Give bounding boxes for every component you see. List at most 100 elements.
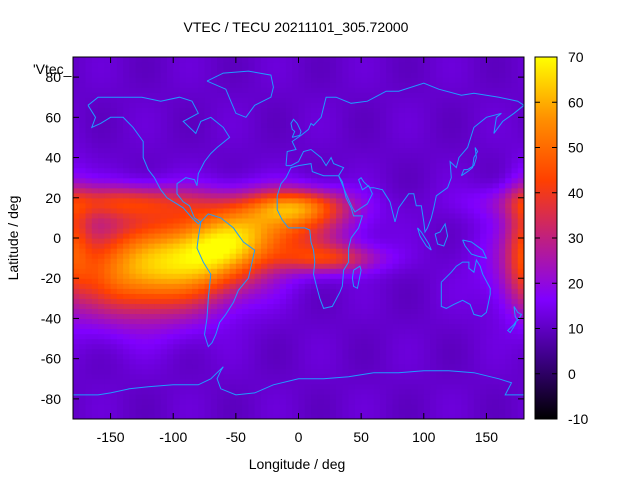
heatmap-cell [110,217,118,224]
heatmap-cell [260,102,268,108]
heatmap-cell [304,373,312,380]
heatmap-cell [367,232,375,239]
heatmap-cell [498,293,506,299]
heatmap-cell [373,162,381,169]
heatmap-cell [98,348,105,355]
heatmap-cell [154,278,162,284]
heatmap-cell [367,273,375,279]
heatmap-cell [379,273,387,279]
heatmap-cell [361,253,368,259]
heatmap-cell [91,383,99,390]
heatmap-cell [273,248,281,254]
heatmap-cell [248,122,256,128]
heatmap-cell [116,298,124,304]
heatmap-cell [217,378,224,385]
heatmap-cell [361,333,368,340]
heatmap-cell [166,197,174,204]
heatmap-cell [73,167,80,174]
heatmap-cell [455,298,462,304]
heatmap-cell [154,102,162,108]
heatmap-cell [254,197,262,204]
heatmap-cell [298,177,306,184]
heatmap-cell [267,303,275,309]
heatmap-cell [148,258,156,264]
heatmap-cell [398,273,406,279]
heatmap-cell [85,132,93,139]
heatmap-cell [467,343,475,350]
heatmap-cell [85,303,93,309]
heatmap-cell [248,82,256,88]
heatmap-cell [242,358,249,365]
heatmap-cell [173,202,181,209]
heatmap-cell [386,162,394,169]
heatmap-cell [461,232,469,239]
heatmap-cell [292,147,300,154]
heatmap-cell [123,227,130,234]
heatmap-cell [129,263,137,269]
heatmap-cell [148,117,156,123]
heatmap-cell [141,293,149,299]
heatmap-cell [98,122,105,128]
heatmap-cell [386,403,394,410]
heatmap-cell [135,288,143,294]
heatmap-cell [386,283,394,289]
heatmap-cell [141,243,149,249]
heatmap-cell [329,388,337,395]
heatmap-cell [285,92,293,98]
heatmap-cell [323,192,331,199]
heatmap-cell [442,227,450,234]
heatmap-cell [436,117,444,123]
heatmap-cell [430,383,437,390]
heatmap-cell [417,232,425,239]
heatmap-cell [110,313,118,320]
heatmap-cell [492,172,500,179]
heatmap-cell [311,303,318,309]
heatmap-cell [229,403,237,410]
heatmap-cell [235,157,243,164]
heatmap-cell [317,217,325,224]
heatmap-cell [267,207,275,214]
heatmap-cell [423,197,431,204]
heatmap-cell [279,157,287,164]
heatmap-cell [217,248,224,254]
heatmap-cell [442,288,450,294]
heatmap-cell [342,157,350,164]
heatmap-cell [329,187,337,194]
heatmap-cell [267,202,275,209]
heatmap-cell [367,263,375,269]
heatmap-cell [123,333,130,340]
heatmap-cell [417,313,425,320]
heatmap-cell [166,293,174,299]
heatmap-cell [110,298,118,304]
heatmap-cell [448,373,456,380]
heatmap-cell [436,383,444,390]
heatmap-cell [354,87,362,93]
heatmap-cell [166,147,174,154]
heatmap-cell [461,112,469,118]
heatmap-cell [273,112,281,118]
heatmap-cell [260,368,268,375]
heatmap-cell [279,408,287,415]
heatmap-cell [329,328,337,335]
heatmap-cell [436,167,444,174]
heatmap-cell [85,137,93,144]
heatmap-cell [110,398,118,405]
heatmap-cell [235,288,243,294]
heatmap-cell [336,127,343,134]
heatmap-cell [254,333,262,340]
heatmap-cell [116,303,124,309]
heatmap-cell [392,117,400,123]
heatmap-cell [260,137,268,144]
heatmap-cell [379,182,387,189]
heatmap-cell [392,147,400,154]
heatmap-cell [461,197,469,204]
heatmap-cell [348,278,356,284]
heatmap-cell [323,403,331,410]
heatmap-cell [242,348,249,355]
heatmap-cell [442,207,450,214]
heatmap-cell [204,152,212,159]
heatmap-cell [492,313,500,320]
heatmap-cell [517,343,524,350]
heatmap-cell [242,67,249,73]
heatmap-cell [254,97,262,103]
